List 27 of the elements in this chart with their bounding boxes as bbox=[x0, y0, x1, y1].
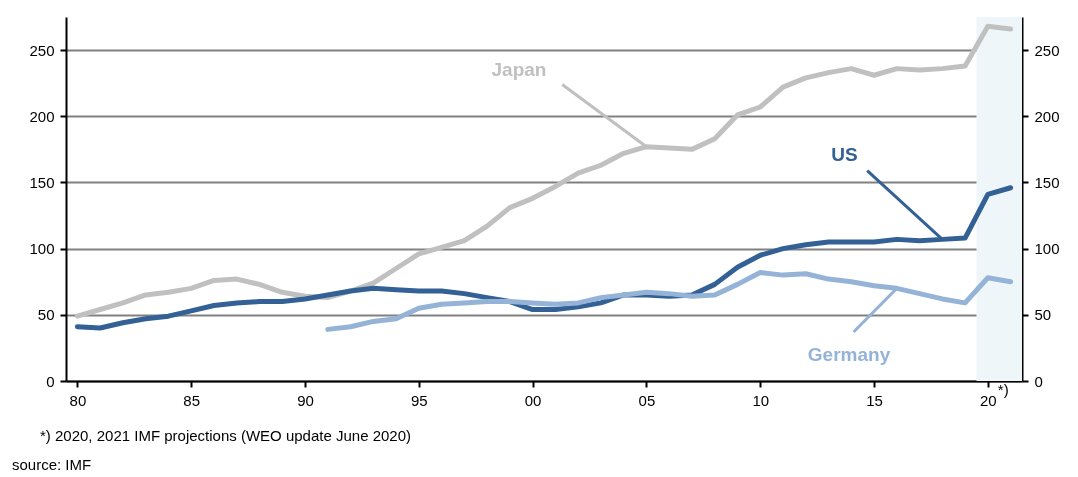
y-tick-label: 250 bbox=[29, 41, 55, 59]
annotation: *) bbox=[997, 381, 1009, 398]
x-tick-label: 85 bbox=[183, 391, 201, 409]
y2-tick-label: 150 bbox=[1034, 173, 1060, 191]
y2-tick-label: 50 bbox=[1034, 306, 1052, 324]
x-tick-label: 00 bbox=[524, 391, 542, 409]
legend-label: Germany bbox=[807, 343, 891, 365]
text: *) 2020, 2021 IMF projections (WEO update June 2020) bbox=[40, 427, 412, 444]
source-note: source: IMF bbox=[12, 456, 92, 473]
y2-tick-label: 100 bbox=[1034, 240, 1060, 258]
text: Japan bbox=[491, 58, 547, 80]
x-tick-label: 90 bbox=[297, 391, 314, 409]
y-tick-label: 0 bbox=[46, 372, 55, 390]
x-tick-label: 80 bbox=[69, 391, 87, 409]
y-tick-label: 200 bbox=[29, 107, 55, 125]
y-tick-label: 50 bbox=[37, 306, 55, 324]
y2-tick-label: 200 bbox=[1034, 107, 1060, 125]
x-tick-label: 15 bbox=[866, 391, 883, 409]
x-tick-label: 95 bbox=[410, 391, 428, 409]
text: US bbox=[831, 143, 858, 165]
x-tick-label: 20 bbox=[980, 391, 997, 409]
x-tick-label: 10 bbox=[752, 391, 770, 409]
y-tick-label: 150 bbox=[29, 173, 55, 191]
y-tick-label: 100 bbox=[29, 240, 55, 258]
y2-tick-label: 250 bbox=[1034, 41, 1060, 59]
y2-tick-label: 0 bbox=[1034, 372, 1043, 390]
x-tick-label: 05 bbox=[638, 391, 656, 409]
